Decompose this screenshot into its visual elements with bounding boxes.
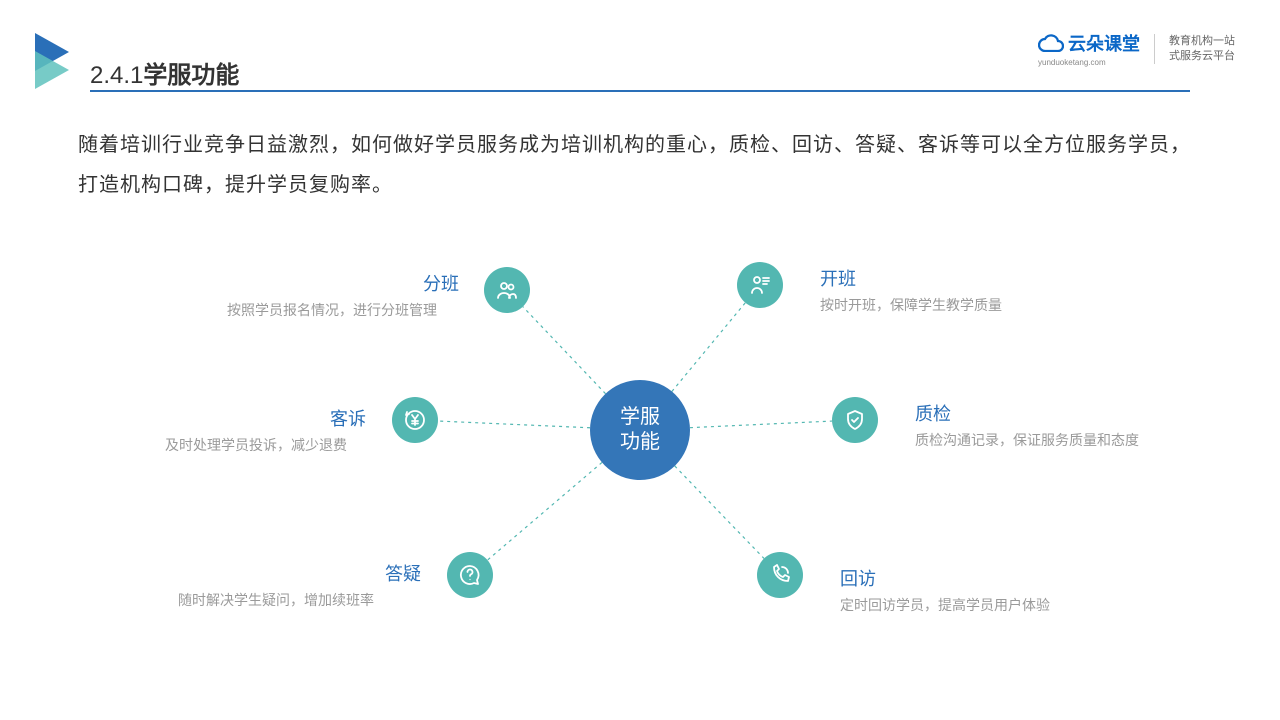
fenban-title: 分班 [423,270,459,296]
kesu-icon [392,397,438,443]
huifang-title: 回访 [840,565,876,591]
brand-name: 云朵课堂 [1068,30,1140,56]
huifang-desc: 定时回访学员，提高学员用户体验 [840,595,1050,615]
brand-logo: 云朵课堂 yunduoketang.com 教育机构一站 式服务云平台 [1038,30,1235,67]
header-play-icon [35,33,85,89]
page-title: 2.4.1学服功能 [90,55,239,90]
kaiban-desc: 按时开班，保障学生教学质量 [820,295,1002,315]
brand-url: yunduoketang.com [1038,58,1106,67]
radial-diagram: 学服功能 分班按照学员报名情况，进行分班管理客诉及时处理学员投诉，减少退费答疑随时… [0,230,1280,700]
section-number: 2.4.1 [90,62,143,89]
header-rule [90,90,1190,92]
brand-tagline: 教育机构一站 式服务云平台 [1169,34,1235,63]
dayi-title: 答疑 [385,560,421,586]
zhijian-icon [832,397,878,443]
dayi-icon [447,552,493,598]
kesu-desc: 及时处理学员投诉，减少退费 [165,435,347,455]
zhijian-title: 质检 [915,400,951,426]
slide: 2.4.1学服功能 云朵课堂 yunduoketang.com 教育机构一站 式… [0,0,1280,720]
fenban-desc: 按照学员报名情况，进行分班管理 [227,300,437,320]
zhijian-desc: 质检沟通记录，保证服务质量和态度 [915,430,1139,450]
intro-paragraph: 随着培训行业竞争日益激烈，如何做好学员服务成为培训机构的重心，质检、回访、答疑、… [78,125,1208,205]
dayi-desc: 随时解决学生疑问，增加续班率 [178,590,374,610]
logo-divider [1154,34,1155,64]
hub-circle: 学服功能 [590,380,690,480]
huifang-icon [757,552,803,598]
kesu-title: 客诉 [330,405,366,431]
kaiban-title: 开班 [820,265,856,291]
kaiban-icon [737,262,783,308]
section-title: 学服功能 [143,62,239,89]
fenban-icon [484,267,530,313]
cloud-icon [1038,34,1064,52]
